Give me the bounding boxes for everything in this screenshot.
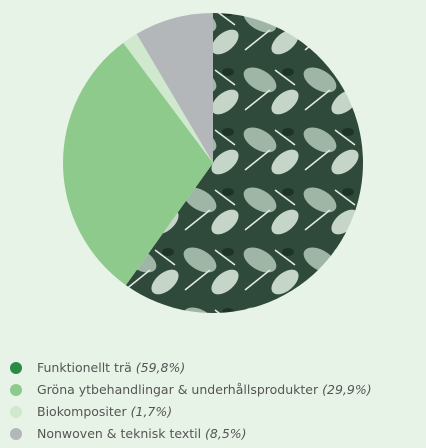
legend-label: Nonwoven & teknisk textil (8,5%) <box>37 426 247 441</box>
legend-marker <box>10 406 22 418</box>
legend-name: Nonwoven & teknisk textil <box>37 426 201 441</box>
legend-marker <box>10 428 22 440</box>
legend-marker <box>10 384 22 396</box>
legend-marker <box>10 362 22 374</box>
legend-label: Funktionellt trä (59,8%) <box>37 360 185 375</box>
legend-value: (59,8%) <box>136 360 185 375</box>
legend-label: Gröna ytbehandlingar & underhållsprodukt… <box>37 382 372 397</box>
legend-value: (29,9%) <box>322 382 371 397</box>
legend-label: Biokompositer (1,7%) <box>37 404 172 419</box>
legend-name: Biokompositer <box>37 404 127 419</box>
chart: Funktionellt trä (59,8%) Gröna ytbehandli… <box>0 0 426 448</box>
legend-value: (1,7%) <box>131 404 173 419</box>
legend-name: Funktionellt trä <box>37 360 132 375</box>
page: Funktionellt trä (59,8%) Gröna ytbehandli… <box>0 0 426 448</box>
legend-name: Gröna ytbehandlingar & underhållsprodukt… <box>37 382 319 397</box>
legend-value: (8,5%) <box>205 426 247 441</box>
